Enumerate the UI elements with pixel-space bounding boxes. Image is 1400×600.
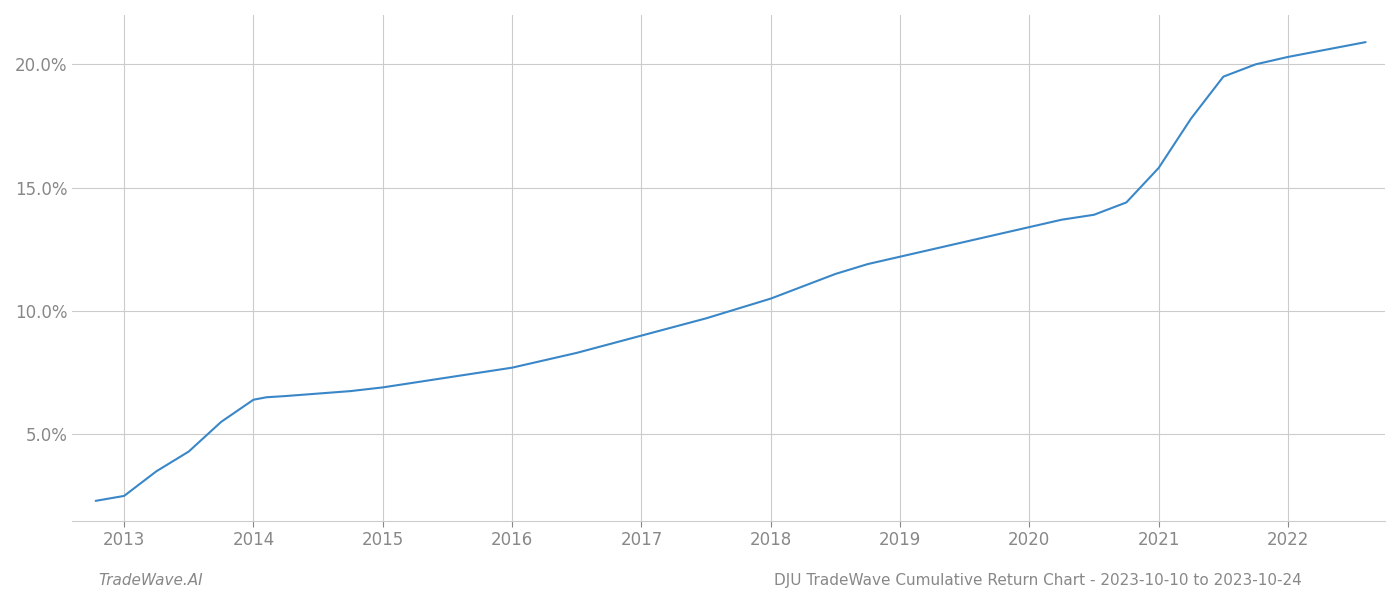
Text: DJU TradeWave Cumulative Return Chart - 2023-10-10 to 2023-10-24: DJU TradeWave Cumulative Return Chart - … [774,573,1302,588]
Text: TradeWave.AI: TradeWave.AI [98,573,203,588]
